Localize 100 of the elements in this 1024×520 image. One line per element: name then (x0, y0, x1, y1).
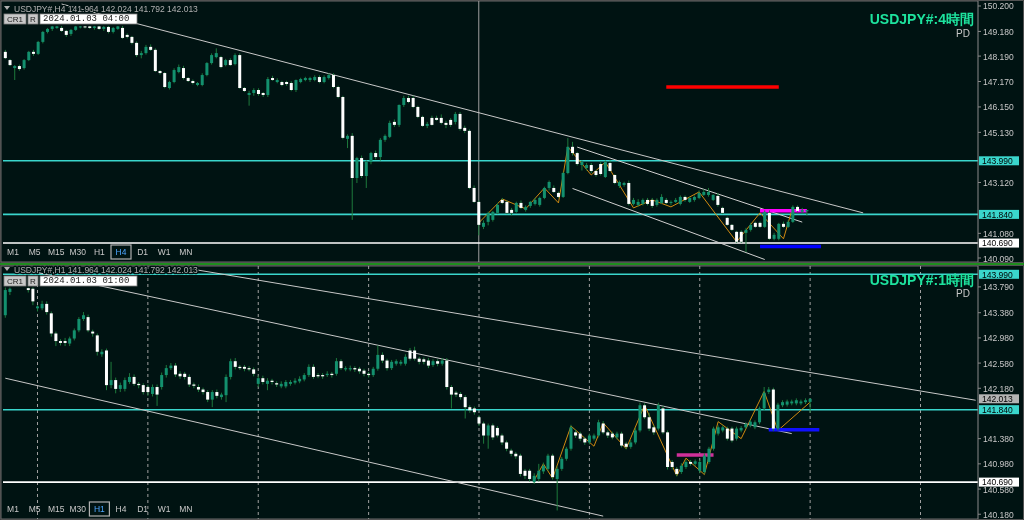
candlestick (444, 120, 448, 129)
candlestick (482, 421, 486, 445)
y-tick-label: 149.180 (983, 26, 1014, 37)
annotation: M1 (7, 504, 20, 514)
candlestick (656, 402, 660, 431)
candlestick (132, 373, 136, 387)
candlestick (146, 384, 150, 397)
candlestick (655, 197, 659, 208)
candlestick (622, 181, 626, 188)
annotation: M1 (7, 247, 20, 257)
annotation: H4 (115, 247, 127, 257)
candlestick (569, 424, 573, 452)
candlestick (555, 465, 559, 511)
ref-line-label: 141.840 (982, 209, 1013, 220)
candlestick (454, 390, 458, 398)
y-tick-label: 141.380 (983, 434, 1014, 445)
y-tick-label: 146.150 (983, 102, 1014, 113)
candlestick (376, 344, 380, 372)
candlestick (661, 405, 665, 435)
annotation: MN (179, 247, 193, 257)
candlestick (712, 426, 716, 452)
text: PD (956, 288, 970, 299)
line-series (533, 390, 811, 481)
y-tick-label: 142.580 (983, 358, 1014, 369)
candlestick (95, 332, 99, 357)
y-tick-label: 140.090 (983, 253, 1014, 264)
candlestick (785, 399, 789, 408)
candlestick (592, 433, 596, 442)
candlestick (192, 382, 196, 389)
candlestick (40, 300, 44, 311)
candlestick (293, 377, 297, 385)
y-tick-label: 145.130 (983, 127, 1014, 138)
annotation: W1 (157, 247, 171, 257)
y-tick-label: 140.180 (983, 509, 1014, 520)
y-tick-label: 143.380 (983, 308, 1014, 319)
ref-line-label: 143.990 (982, 156, 1013, 167)
candlestick (580, 160, 584, 172)
candlestick (647, 412, 651, 432)
candlestick (627, 179, 631, 206)
candlestick (744, 227, 748, 253)
candlestick (49, 310, 53, 338)
candlestick (360, 155, 364, 179)
candlestick (683, 194, 687, 203)
candlestick (153, 47, 157, 73)
candlestick (266, 76, 270, 98)
annotation: H1 (93, 504, 106, 514)
annotation: M15 (47, 504, 65, 514)
y-tick-label: 141.080 (983, 228, 1014, 239)
y-tick-label: 147.170 (983, 77, 1014, 88)
candlestick (362, 368, 366, 377)
text: PD (956, 28, 970, 39)
annotation: R (30, 276, 37, 286)
candlestick (364, 160, 368, 189)
candlestick (808, 397, 812, 414)
annotation: 2024.01.03 04:00 (43, 14, 130, 25)
chart-title: USDJPY#:1時間 (869, 272, 974, 288)
y-tick-label: 148.190 (983, 51, 1014, 62)
annotation: H1 (93, 247, 106, 257)
line-series (478, 146, 794, 243)
candlestick (762, 386, 766, 411)
text: USDJPY#:4時間 (869, 11, 974, 27)
candlestick (431, 358, 435, 368)
annotation: CR1 (6, 276, 24, 286)
candlestick (63, 337, 67, 347)
annotation: USDJPY#,H1 141.964 142.024 141.792 142.013 (14, 265, 199, 275)
y-tick-label: 143.790 (983, 282, 1014, 293)
candlestick (355, 156, 359, 184)
y-tick-label: 142.980 (983, 333, 1014, 344)
annotation: W1 (157, 504, 171, 514)
annotation: D1 (137, 504, 149, 514)
y-tick-label: 143.120 (983, 177, 1014, 188)
candlestick (561, 171, 565, 199)
annotation: D1 (137, 247, 149, 257)
candlestick (109, 361, 113, 389)
text: 142.013 (982, 394, 1013, 405)
annotation: M15 (47, 247, 65, 257)
candlestick (776, 402, 780, 431)
candlestick (449, 384, 453, 409)
annotation: MN (179, 504, 193, 514)
candlestick (397, 103, 401, 128)
candlestick (669, 199, 673, 206)
y-tick-label: 142.180 (983, 383, 1014, 394)
annotation: M30 (69, 247, 87, 257)
candlestick (518, 453, 522, 477)
candlestick (224, 373, 228, 403)
candlestick (155, 384, 159, 407)
y-tick-label: 150.200 (983, 1, 1014, 12)
ref-line-label: 141.840 (982, 404, 1013, 415)
annotation: H4 (115, 504, 127, 514)
annotation: R (30, 14, 37, 24)
candlestick (463, 394, 467, 419)
candlestick (378, 137, 382, 162)
annotation: M5 (28, 504, 41, 514)
annotation: 2024.01.03 01:00 (43, 276, 130, 287)
candlestick (702, 452, 706, 475)
candlestick (247, 90, 251, 107)
annotation: CR1 (6, 14, 24, 24)
ref-line-label: 143.990 (982, 269, 1013, 280)
annotation: M5 (28, 247, 41, 257)
y-tick-label: 140.980 (983, 459, 1014, 470)
